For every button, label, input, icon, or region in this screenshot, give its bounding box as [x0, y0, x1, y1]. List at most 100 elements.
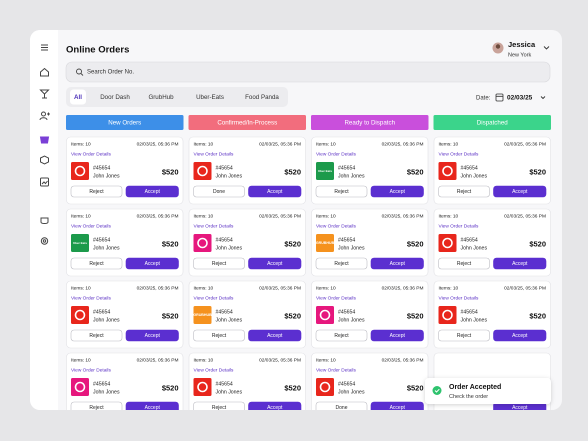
secondary-button[interactable]: [315, 185, 368, 198]
card-items: Items: 10: [194, 357, 214, 363]
view-details-link[interactable]: View Order Details: [194, 295, 235, 301]
support-icon[interactable]: [40, 217, 49, 224]
accept-button[interactable]: [370, 401, 424, 413]
order-card: Items: 10 02/03/25, 05:36 PM View Order De…: [311, 352, 429, 413]
secondary-button[interactable]: [193, 257, 245, 270]
order-number: #45654: [461, 237, 478, 243]
tab[interactable]: All: [74, 94, 82, 101]
customer-name: John Jones: [338, 173, 365, 179]
column-header: [433, 115, 551, 130]
view-details-link[interactable]: View Order Details: [71, 151, 112, 157]
tab[interactable]: Uber-Eats: [196, 94, 224, 101]
button-label: Accept: [512, 405, 528, 411]
accept-button[interactable]: [370, 329, 424, 342]
search-placeholder: Search Order No.: [87, 70, 134, 76]
accept-button[interactable]: [125, 329, 179, 342]
orders-icon[interactable]: [39, 136, 50, 144]
platform-logo: [193, 162, 212, 180]
secondary-button[interactable]: [438, 185, 490, 198]
view-details-link[interactable]: View Order Details: [71, 367, 112, 373]
order-card: Items: 10 02/03/25, 05:36 PM View Order De…: [433, 208, 551, 277]
logo-glyph: [442, 237, 453, 249]
order-number: #45654: [93, 237, 110, 243]
card-time: 02/03/25, 05:36 PM: [259, 285, 301, 291]
bar-icon[interactable]: [39, 89, 50, 99]
secondary-button[interactable]: [438, 257, 490, 270]
accept-button[interactable]: [248, 401, 302, 413]
secondary-button[interactable]: [70, 185, 123, 198]
calendar-icon[interactable]: [495, 93, 504, 102]
accept-button[interactable]: [493, 257, 547, 270]
view-details-link[interactable]: View Order Details: [316, 295, 357, 301]
card-time: 02/03/25, 05:36 PM: [504, 141, 546, 147]
tab[interactable]: Door Dash: [100, 94, 130, 101]
secondary-button[interactable]: [438, 329, 490, 342]
toast-title: Order Accepted: [449, 384, 501, 391]
platform-logo: [193, 234, 212, 252]
accept-button[interactable]: [493, 185, 547, 198]
card-time: 02/03/25, 05:36 PM: [382, 285, 424, 291]
home-icon[interactable]: [40, 67, 49, 77]
order-price: $520: [407, 167, 424, 176]
order-card: Items: 10 02/03/25, 05:36 PM View Order De…: [66, 136, 184, 205]
accept-button[interactable]: [493, 329, 547, 342]
accept-button[interactable]: [370, 257, 424, 270]
button-label: Reject: [89, 405, 104, 411]
users-icon[interactable]: [41, 111, 46, 117]
search-box[interactable]: [65, 61, 551, 83]
view-details-link[interactable]: View Order Details: [71, 223, 112, 229]
accept-button[interactable]: [248, 329, 302, 342]
box-icon[interactable]: [40, 155, 49, 165]
secondary-button[interactable]: [70, 257, 123, 270]
view-details-link[interactable]: View Order Details: [439, 295, 480, 301]
order-card: Items: 10 02/03/25, 05:36 PM View Order De…: [311, 208, 429, 277]
view-details-link[interactable]: View Order Details: [439, 151, 480, 157]
secondary-button[interactable]: [315, 257, 368, 270]
card-items: Items: 10: [71, 141, 91, 147]
platform-logo: [438, 306, 457, 324]
order-card: Items: 10 02/03/25, 05:36 PM View Order De…: [311, 136, 429, 205]
order-number: #45654: [461, 165, 478, 171]
card-items: Items: 10: [194, 141, 214, 147]
tab[interactable]: GrubHub: [148, 94, 174, 101]
secondary-button[interactable]: [315, 401, 368, 413]
secondary-button[interactable]: [193, 185, 245, 198]
view-details-link[interactable]: View Order Details: [194, 367, 235, 373]
view-details-link[interactable]: View Order Details: [194, 223, 235, 229]
customer-name: John Jones: [338, 389, 365, 395]
platform-logo: [71, 378, 89, 396]
page-title: Online Orders: [66, 45, 129, 56]
secondary-button[interactable]: [193, 329, 245, 342]
secondary-button[interactable]: [193, 401, 245, 413]
accept-button[interactable]: [125, 185, 179, 198]
user-menu-chevron[interactable]: [543, 46, 550, 50]
view-details-link[interactable]: View Order Details: [194, 151, 235, 157]
card-time: 02/03/25, 05:36 PM: [137, 141, 179, 147]
settings-icon[interactable]: [40, 237, 49, 245]
view-details-link[interactable]: View Order Details: [316, 367, 357, 373]
chart-icon[interactable]: [40, 177, 49, 187]
tab[interactable]: Food Panda: [245, 94, 279, 101]
view-details-link[interactable]: View Order Details: [439, 223, 480, 229]
menu-icon[interactable]: [41, 44, 48, 51]
accept-button[interactable]: [248, 185, 302, 198]
accept-button[interactable]: [370, 185, 424, 198]
button-label: Reject: [89, 333, 104, 339]
order-number: #45654: [216, 237, 233, 243]
order-price: $520: [284, 311, 301, 320]
accept-button[interactable]: [125, 401, 179, 413]
secondary-button[interactable]: [315, 329, 368, 342]
view-details-link[interactable]: View Order Details: [71, 295, 112, 301]
view-details-link[interactable]: View Order Details: [316, 223, 357, 229]
accept-button[interactable]: [248, 257, 302, 270]
secondary-button[interactable]: [70, 329, 123, 342]
date-value[interactable]: 02/03/25: [507, 95, 533, 102]
button-label: Reject: [457, 189, 472, 195]
date-chevron[interactable]: [540, 96, 546, 100]
accept-button[interactable]: [125, 257, 179, 270]
order-price: $520: [407, 239, 424, 248]
view-details-link[interactable]: View Order Details: [316, 151, 357, 157]
card-time: 02/03/25, 05:36 PM: [137, 357, 179, 363]
secondary-button[interactable]: [70, 401, 123, 413]
